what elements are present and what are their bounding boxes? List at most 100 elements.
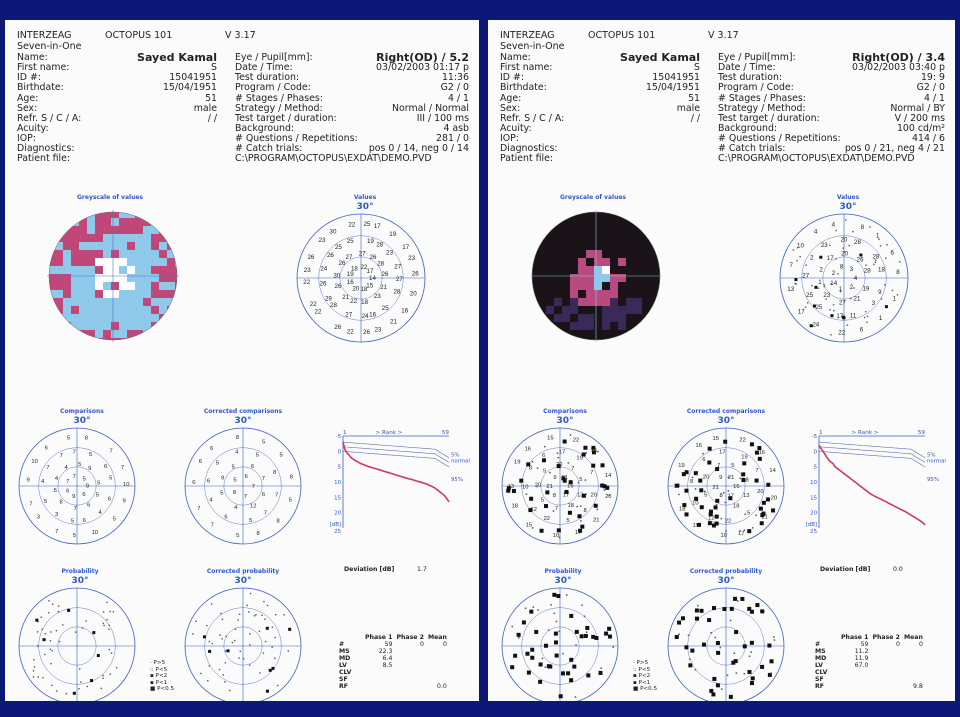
field-value: / / xyxy=(690,112,700,124)
phase-cell xyxy=(396,655,427,662)
value-label: 5 xyxy=(67,435,70,441)
probability-mark xyxy=(741,472,746,477)
value-label: 7 xyxy=(211,523,214,529)
field-label: Birthdate: xyxy=(500,82,547,94)
probability-mark xyxy=(737,600,739,602)
probability-mark xyxy=(218,668,221,671)
probability-mark xyxy=(277,684,279,687)
probability-mark xyxy=(109,673,111,675)
probability-mark xyxy=(553,612,556,615)
exam-row: # Questions / Repetitions: 281 / 0 xyxy=(235,133,469,145)
field-label: # Questions / Repetitions: xyxy=(235,133,358,145)
probability-mark xyxy=(716,650,721,655)
probability-mark xyxy=(264,640,267,643)
probability-mark xyxy=(693,471,698,476)
probability-mark xyxy=(33,659,35,661)
probability-mark xyxy=(714,521,719,526)
value-label: 26 xyxy=(327,252,334,259)
value-label: 17 xyxy=(374,223,381,230)
probability-mark xyxy=(531,460,534,463)
value-label: 7 xyxy=(264,511,267,517)
value-label: 5 xyxy=(44,499,47,505)
probability-mark xyxy=(261,614,263,617)
probability-mark xyxy=(51,684,53,687)
probability-legend: · P>5:: P<5 ▪ P<2 ▪ P<1 ■ P<0.5 xyxy=(150,660,174,693)
probability-mark xyxy=(586,673,591,678)
probability-mark xyxy=(812,304,816,308)
probability-mark xyxy=(691,476,694,479)
probability-mark xyxy=(211,642,214,645)
probability-mark xyxy=(102,611,105,613)
probability-mark xyxy=(249,644,251,646)
value-label: 15 xyxy=(693,523,699,529)
patient-row: Name: Sayed Kamal xyxy=(17,52,217,63)
rank-band-5 xyxy=(818,441,926,459)
probability-mark xyxy=(600,463,605,468)
value-label: 20 xyxy=(605,494,611,500)
probability-mark xyxy=(108,628,110,630)
probability-mark xyxy=(823,285,825,288)
value-label: 18 xyxy=(733,504,739,510)
legend-item: ▪ P<2 xyxy=(633,673,651,679)
patient-info: Name: Sayed Kamal First name: S ID #: 1504195… xyxy=(17,52,217,165)
probability-mark xyxy=(65,692,67,695)
field-label: Background: xyxy=(235,122,295,134)
value-label: 23 xyxy=(374,327,381,334)
value-label: 10 xyxy=(797,242,804,249)
value-label: 18 xyxy=(360,286,367,293)
value-label: 6 xyxy=(210,446,213,452)
value-label: 10 xyxy=(692,501,698,507)
value-label: 23 xyxy=(823,292,830,299)
probability-mark xyxy=(749,609,754,614)
probability-mark xyxy=(538,662,543,667)
phase-header: Mean xyxy=(427,634,447,641)
value-label: 28 xyxy=(872,254,879,261)
value-label: 16 xyxy=(695,443,701,449)
value-label: 7 xyxy=(121,465,124,471)
probability-mark xyxy=(733,652,736,654)
phase-cell xyxy=(396,669,427,676)
value-label: 6 xyxy=(860,327,864,334)
field-label: # Catch trials: xyxy=(235,143,303,155)
probability-mark xyxy=(521,620,526,625)
value-label: 23 xyxy=(374,293,381,300)
value-label: 22 xyxy=(348,221,355,228)
probability-mark xyxy=(543,643,548,648)
phase-cell: 0 xyxy=(918,641,923,648)
probability-mark xyxy=(526,670,531,675)
probability-mark xyxy=(608,494,610,496)
value-label: 21 xyxy=(762,514,768,520)
value-label: 9 xyxy=(88,466,91,472)
probability-mark xyxy=(829,244,831,247)
probability-mark xyxy=(249,664,251,666)
field-label: Refr. S / C / A: xyxy=(17,112,82,124)
field-value: S xyxy=(211,62,217,74)
value-label: 27 xyxy=(839,299,846,306)
probability-mark xyxy=(796,246,799,249)
probability-mark xyxy=(266,604,269,607)
value-label: 21 xyxy=(342,294,349,301)
value-label: 4 xyxy=(814,229,818,236)
value-label: 26 xyxy=(307,254,314,261)
probability-mark xyxy=(866,315,869,318)
exam-row: # Catch trials: pos 0 / 21, neg 4 / 21 xyxy=(718,144,945,154)
patient-row: Birthdate: 15/04/1951 xyxy=(500,83,700,93)
probability-mark xyxy=(556,528,561,533)
probability-mark xyxy=(224,681,226,683)
phase-header: Mean xyxy=(903,634,923,641)
value-label: 6 xyxy=(251,464,254,470)
probability-mark xyxy=(536,467,539,469)
value-label: 5 xyxy=(71,519,74,525)
field-value: Normal / Normal xyxy=(392,102,469,114)
probability-mark xyxy=(696,473,698,476)
probability-mark xyxy=(767,643,772,648)
probability-mark xyxy=(891,289,894,292)
value-label: 6 xyxy=(108,496,111,502)
probability-mark xyxy=(554,653,559,658)
value-label: 22 xyxy=(573,437,579,443)
patient-row: ID #: 15041951 xyxy=(17,73,217,83)
field-label: Acuity: xyxy=(500,122,532,134)
probability-mark xyxy=(690,648,695,653)
field-value: 414 / 6 xyxy=(912,133,945,145)
value-label: 13 xyxy=(743,493,749,499)
